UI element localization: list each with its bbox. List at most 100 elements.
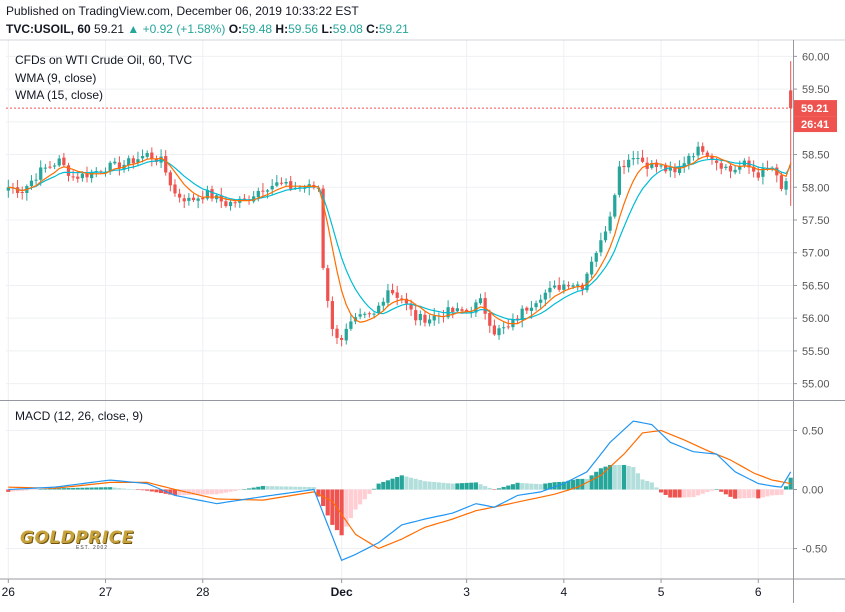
candle: [488, 309, 492, 333]
candle: [590, 256, 594, 278]
time-tick-label: 27: [99, 585, 113, 599]
macd-hist-bar: [182, 489, 187, 496]
candle-body: [617, 166, 622, 195]
candle-body: [756, 172, 760, 178]
candle-body: [76, 176, 80, 179]
wma9-line: [8, 155, 792, 325]
macd-hist-bar: [598, 468, 603, 490]
candle-body: [386, 290, 390, 303]
macd-line: [8, 420, 792, 562]
logo-subtext: EST. 2002: [76, 545, 109, 551]
candle-body: [131, 158, 135, 164]
candle: [349, 314, 353, 331]
macd-hist-bar: [154, 489, 159, 493]
candle-body: [140, 156, 145, 159]
macd-hist-bar: [344, 489, 349, 527]
candle: [640, 149, 645, 164]
candle: [414, 303, 418, 326]
candle-body: [145, 152, 149, 157]
candle-body: [414, 310, 418, 321]
candle: [173, 179, 177, 197]
candle-body: [719, 163, 723, 169]
candle-body: [372, 313, 376, 315]
macd-hist-bar: [297, 486, 303, 490]
macd-hist-bar: [413, 478, 418, 490]
candle-body: [358, 314, 362, 317]
macd-hist-bar: [496, 488, 502, 490]
candle-body: [525, 307, 529, 311]
macd-hist-bar: [288, 486, 293, 490]
candle: [62, 152, 66, 167]
macd-hist-bar: [279, 486, 284, 490]
macd-hist-bar: [501, 486, 506, 490]
candle-body: [363, 313, 367, 315]
badge-bg: [794, 100, 837, 117]
badge-price: 59.21: [801, 103, 829, 115]
candle-body: [344, 328, 348, 341]
symbol-line: TVC:USOIL, 60 59.21 ▲ +0.92 (+1.58%) O:5…: [6, 22, 409, 36]
macd-hist-bar: [631, 467, 636, 490]
macd-hist-bar: [307, 487, 312, 490]
candle: [85, 166, 89, 183]
candle: [228, 199, 233, 211]
macd-tick-label: 0.00: [802, 485, 823, 497]
macd-hist-bar: [668, 489, 673, 498]
macd-hist-bar: [177, 489, 182, 496]
change: ▲ +0.92 (+1.58%): [127, 22, 226, 36]
candle-body: [62, 157, 66, 166]
candle-body: [474, 302, 478, 313]
candle: [205, 185, 209, 201]
macd-hist-bar: [728, 489, 733, 497]
candle: [613, 193, 617, 219]
macd-hist-bar: [723, 489, 728, 495]
candle-body: [321, 188, 325, 268]
candle: [557, 277, 561, 292]
candle: [76, 171, 80, 183]
macd-hist-bar: [29, 489, 34, 491]
macd-hist-bar: [260, 485, 266, 490]
candle: [395, 285, 399, 306]
macd-hist-bar: [464, 482, 469, 490]
macd-hist-bar: [450, 483, 455, 490]
macd-hist-bar: [765, 489, 770, 497]
candle: [451, 306, 455, 319]
high-label: H:: [275, 22, 289, 36]
macd-hist-bar: [459, 483, 465, 490]
candle-body: [576, 284, 580, 286]
candle: [636, 150, 640, 165]
macd-hist-bar: [205, 489, 210, 495]
macd-hist-bar: [446, 483, 451, 490]
macd-hist-bar: [640, 479, 645, 490]
candle-body: [279, 182, 284, 184]
candle: [654, 159, 659, 173]
candle: [622, 159, 626, 175]
macd-hist-bar: [533, 483, 539, 490]
macd-hist-bar: [478, 484, 483, 490]
candle-body: [705, 152, 709, 157]
candle-body: [252, 196, 256, 202]
price-tick-label: 59.50: [802, 84, 830, 96]
macd-hist-bar: [441, 482, 446, 490]
candle-body: [640, 157, 645, 162]
macd-hist-bar: [469, 482, 474, 490]
low-value: 59.08: [332, 22, 363, 36]
macd-hist-bar: [381, 481, 386, 490]
open-value: 59.48: [242, 22, 273, 36]
candle: [752, 160, 756, 178]
macd-hist-bar: [783, 486, 789, 490]
macd-hist-bar: [608, 464, 613, 490]
candle: [381, 297, 385, 311]
macd-hist-bar: [283, 486, 289, 490]
candle: [747, 156, 751, 174]
macd-hist-bar: [529, 483, 534, 490]
candle: [687, 153, 691, 170]
candle-body: [673, 168, 677, 173]
candle-body: [136, 159, 140, 163]
candle-body: [256, 191, 260, 198]
candle: [168, 170, 172, 192]
price-tick-label: 57.00: [802, 248, 830, 260]
macd-hist-bar: [233, 489, 238, 491]
macd-hist-bar: [705, 489, 710, 493]
candle-body: [349, 321, 353, 329]
candle-body: [117, 162, 122, 169]
